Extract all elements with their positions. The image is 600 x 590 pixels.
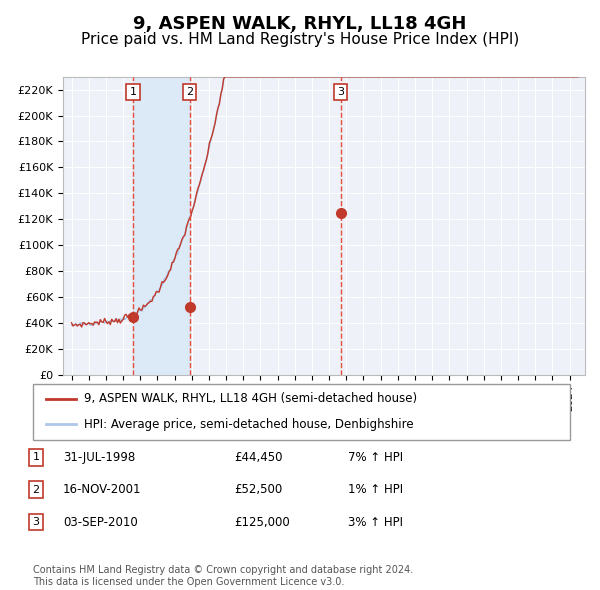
Text: 3: 3	[337, 87, 344, 97]
Text: 03-SEP-2010: 03-SEP-2010	[63, 516, 138, 529]
Text: 2: 2	[32, 485, 40, 494]
Text: 7% ↑ HPI: 7% ↑ HPI	[348, 451, 403, 464]
Text: £52,500: £52,500	[234, 483, 282, 496]
Text: 1: 1	[32, 453, 40, 462]
Text: 16-NOV-2001: 16-NOV-2001	[63, 483, 142, 496]
Text: 1% ↑ HPI: 1% ↑ HPI	[348, 483, 403, 496]
Text: Contains HM Land Registry data © Crown copyright and database right 2024.
This d: Contains HM Land Registry data © Crown c…	[33, 565, 413, 587]
Text: 31-JUL-1998: 31-JUL-1998	[63, 451, 135, 464]
Text: 9, ASPEN WALK, RHYL, LL18 4GH (semi-detached house): 9, ASPEN WALK, RHYL, LL18 4GH (semi-deta…	[84, 392, 417, 405]
Text: £125,000: £125,000	[234, 516, 290, 529]
Text: 3% ↑ HPI: 3% ↑ HPI	[348, 516, 403, 529]
Bar	[133, 77, 190, 375]
FancyBboxPatch shape	[33, 384, 570, 440]
Text: 1: 1	[130, 87, 137, 97]
Text: 3: 3	[32, 517, 40, 527]
Text: 2: 2	[186, 87, 193, 97]
Text: Price paid vs. HM Land Registry's House Price Index (HPI): Price paid vs. HM Land Registry's House …	[81, 32, 519, 47]
Text: 9, ASPEN WALK, RHYL, LL18 4GH: 9, ASPEN WALK, RHYL, LL18 4GH	[133, 15, 467, 33]
Text: £44,450: £44,450	[234, 451, 283, 464]
Text: HPI: Average price, semi-detached house, Denbighshire: HPI: Average price, semi-detached house,…	[84, 418, 413, 431]
